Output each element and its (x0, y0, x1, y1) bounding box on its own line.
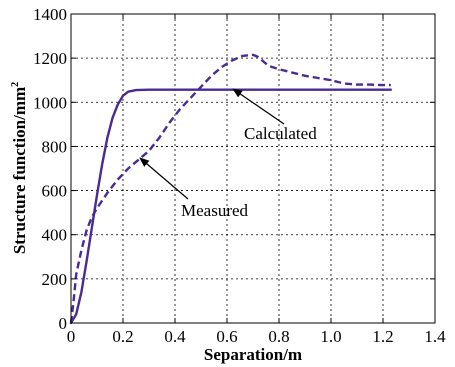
series-line-measured (69, 53, 391, 324)
calculated-arrow (232, 88, 285, 125)
grid (71, 14, 435, 323)
series-layer (69, 53, 392, 325)
y-tick-label: 1000 (33, 93, 67, 112)
y-tick-label: 1400 (33, 5, 67, 24)
y-tick-label: 200 (42, 270, 68, 289)
y-tick-label: 800 (42, 137, 68, 156)
x-tick-label: 0.4 (164, 327, 186, 346)
y-axis-title-text: Structure function/mm (10, 87, 29, 254)
y-axis-title: Structure function/mm2 (10, 82, 29, 254)
y-tick-label: 600 (42, 182, 68, 201)
x-axis-title: Separation/m (204, 345, 302, 364)
plot-frame (70, 13, 436, 324)
x-tick-label: 0.8 (268, 327, 289, 346)
measured-label: Measured (181, 201, 249, 220)
x-tick-label: 1.2 (372, 327, 393, 346)
y-tick-labels: 0 200 400 600 800 1000 1200 1400 (33, 5, 67, 333)
series-line-calculated (69, 88, 392, 325)
x-tick-labels: 0 0.2 0.4 0.6 0.8 1.0 1.2 1.4 (67, 327, 446, 346)
calculated-label: Calculated (244, 124, 317, 143)
x-tick-label: 1.0 (320, 327, 341, 346)
ticks (70, 13, 436, 324)
measured-arrow (139, 157, 189, 200)
y-axis-title-group: Structure function/mm2 (10, 82, 29, 254)
y-tick-label: 1200 (33, 49, 67, 68)
x-tick-label: 0.6 (216, 327, 237, 346)
y-tick-label: 0 (59, 314, 68, 333)
x-tick-label: 0.2 (112, 327, 133, 346)
x-tick-label: 0 (67, 327, 76, 346)
x-tick-label: 1.4 (424, 327, 446, 346)
y-tick-label: 400 (42, 226, 68, 245)
y-axis-title-superscript: 2 (10, 82, 21, 87)
annotations: Calculated Measured (139, 88, 317, 220)
